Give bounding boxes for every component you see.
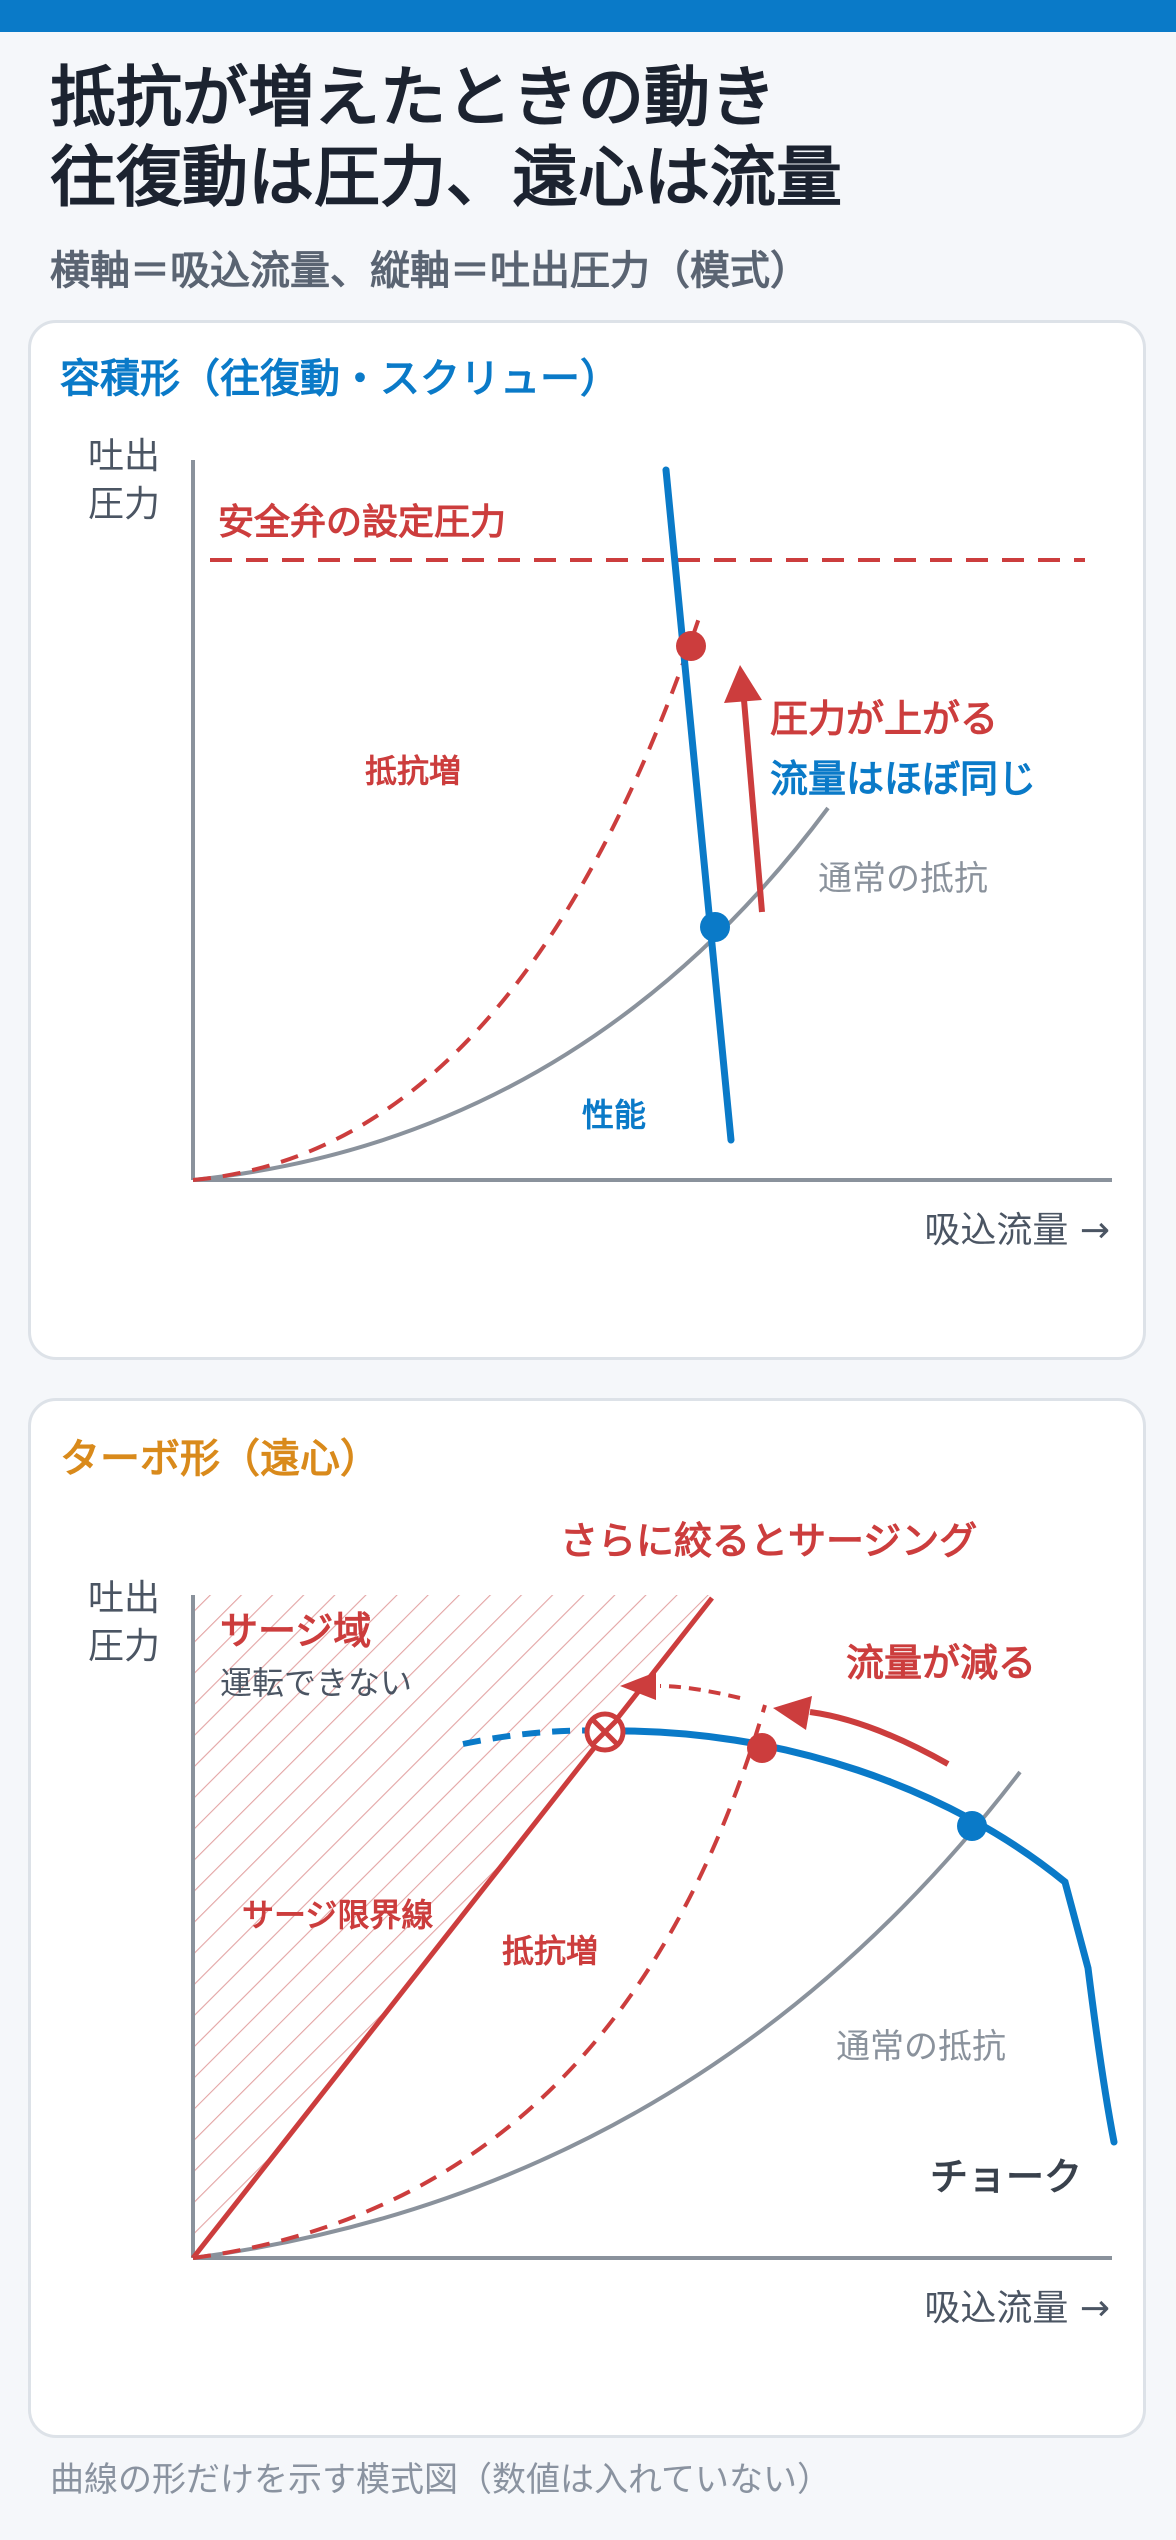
panel2-surge-limit-line	[191, 1596, 714, 2260]
footer-note: 曲線の形だけを示す模式図（数値は入れていない）	[50, 2460, 831, 2500]
panel1-pressure-rise-arrow	[741, 699, 765, 913]
panel2-choke-label: チョーク	[930, 2155, 1082, 2199]
panel1-y-axis-label-line1: 吐出	[88, 436, 160, 477]
panel2-surge-region-label: サージ域	[220, 1609, 371, 1653]
panel2-flow-decrease-arrowhead	[773, 1696, 812, 1730]
panel1-pressure-rise-arrowhead	[724, 665, 762, 703]
panel1-normal-resistance-label: 通常の抵抗	[818, 859, 988, 899]
panel2-performance-curve	[602, 1727, 1118, 2146]
panel1-performance-curve	[662, 466, 735, 1144]
panel2-x-axis-label: 吸込流量 →	[924, 2288, 1110, 2329]
positive-displacement-panel	[28, 320, 1146, 1360]
panel2-cannot-operate-label: 運転できない	[220, 1664, 412, 1702]
panel1-increased-resistance-curve	[192, 614, 702, 1182]
panel1-new-operating-point	[676, 631, 706, 661]
panel2-y-axis-label-line1: 吐出	[88, 1578, 160, 1619]
panel1-flow-same-label: 流量はほぼ同じ	[770, 757, 1036, 801]
panel1-y-axis-label-line2: 圧力	[88, 484, 160, 525]
panel2-throttle-more-label: さらに絞るとサージング	[560, 1519, 977, 1563]
panel1-pressure-rises-label: 圧力が上がる	[770, 697, 998, 741]
panel1-performance-label: 性能	[582, 1096, 646, 1134]
panel2-new-operating-point	[747, 1733, 777, 1763]
panel2-y-axis-label-line2: 圧力	[88, 1626, 160, 1667]
panel1-x-axis-label: 吸込流量 →	[924, 1210, 1110, 1251]
top-accent-bar	[0, 0, 1176, 32]
page-title-line1: 抵抗が増えたときの動き	[50, 59, 776, 136]
panel2-normal-operating-point	[957, 1811, 987, 1841]
page-title-line2: 往復動は圧力、遠心は流量	[50, 139, 842, 216]
panel2-surge-arrowhead	[620, 1672, 656, 1700]
panel2-flow-decreases-label: 流量が減る	[846, 1641, 1036, 1685]
panel2-normal-resistance-label: 通常の抵抗	[836, 2027, 1006, 2067]
panel1-title: 容積形（往復動・スクリュー）	[60, 356, 620, 402]
panel1-normal-resistance-curve	[192, 806, 830, 1182]
panel2-surge-point-cross-b	[591, 1718, 619, 1746]
panel2-surge-arrow	[659, 1684, 741, 1700]
panel2-increased-resistance-curve	[192, 1704, 767, 2260]
page-subtitle: 横軸＝吸込流量、縦軸＝吐出圧力（模式）	[50, 248, 810, 294]
panel1-relief-valve-label: 安全弁の設定圧力	[218, 501, 506, 543]
panel2-normal-resistance-curve	[192, 1770, 1022, 2260]
panel1-normal-operating-point	[700, 912, 730, 942]
panel2-resistance-increase-label: 抵抗増	[502, 1932, 598, 1970]
panel2-flow-decrease-arrow	[809, 1709, 950, 1767]
panel1-resistance-increase-label: 抵抗増	[365, 752, 461, 790]
panel2-surge-limit-label: サージ限界線	[242, 1896, 433, 1934]
panel2-title: ターボ形（遠心）	[60, 1436, 380, 1482]
